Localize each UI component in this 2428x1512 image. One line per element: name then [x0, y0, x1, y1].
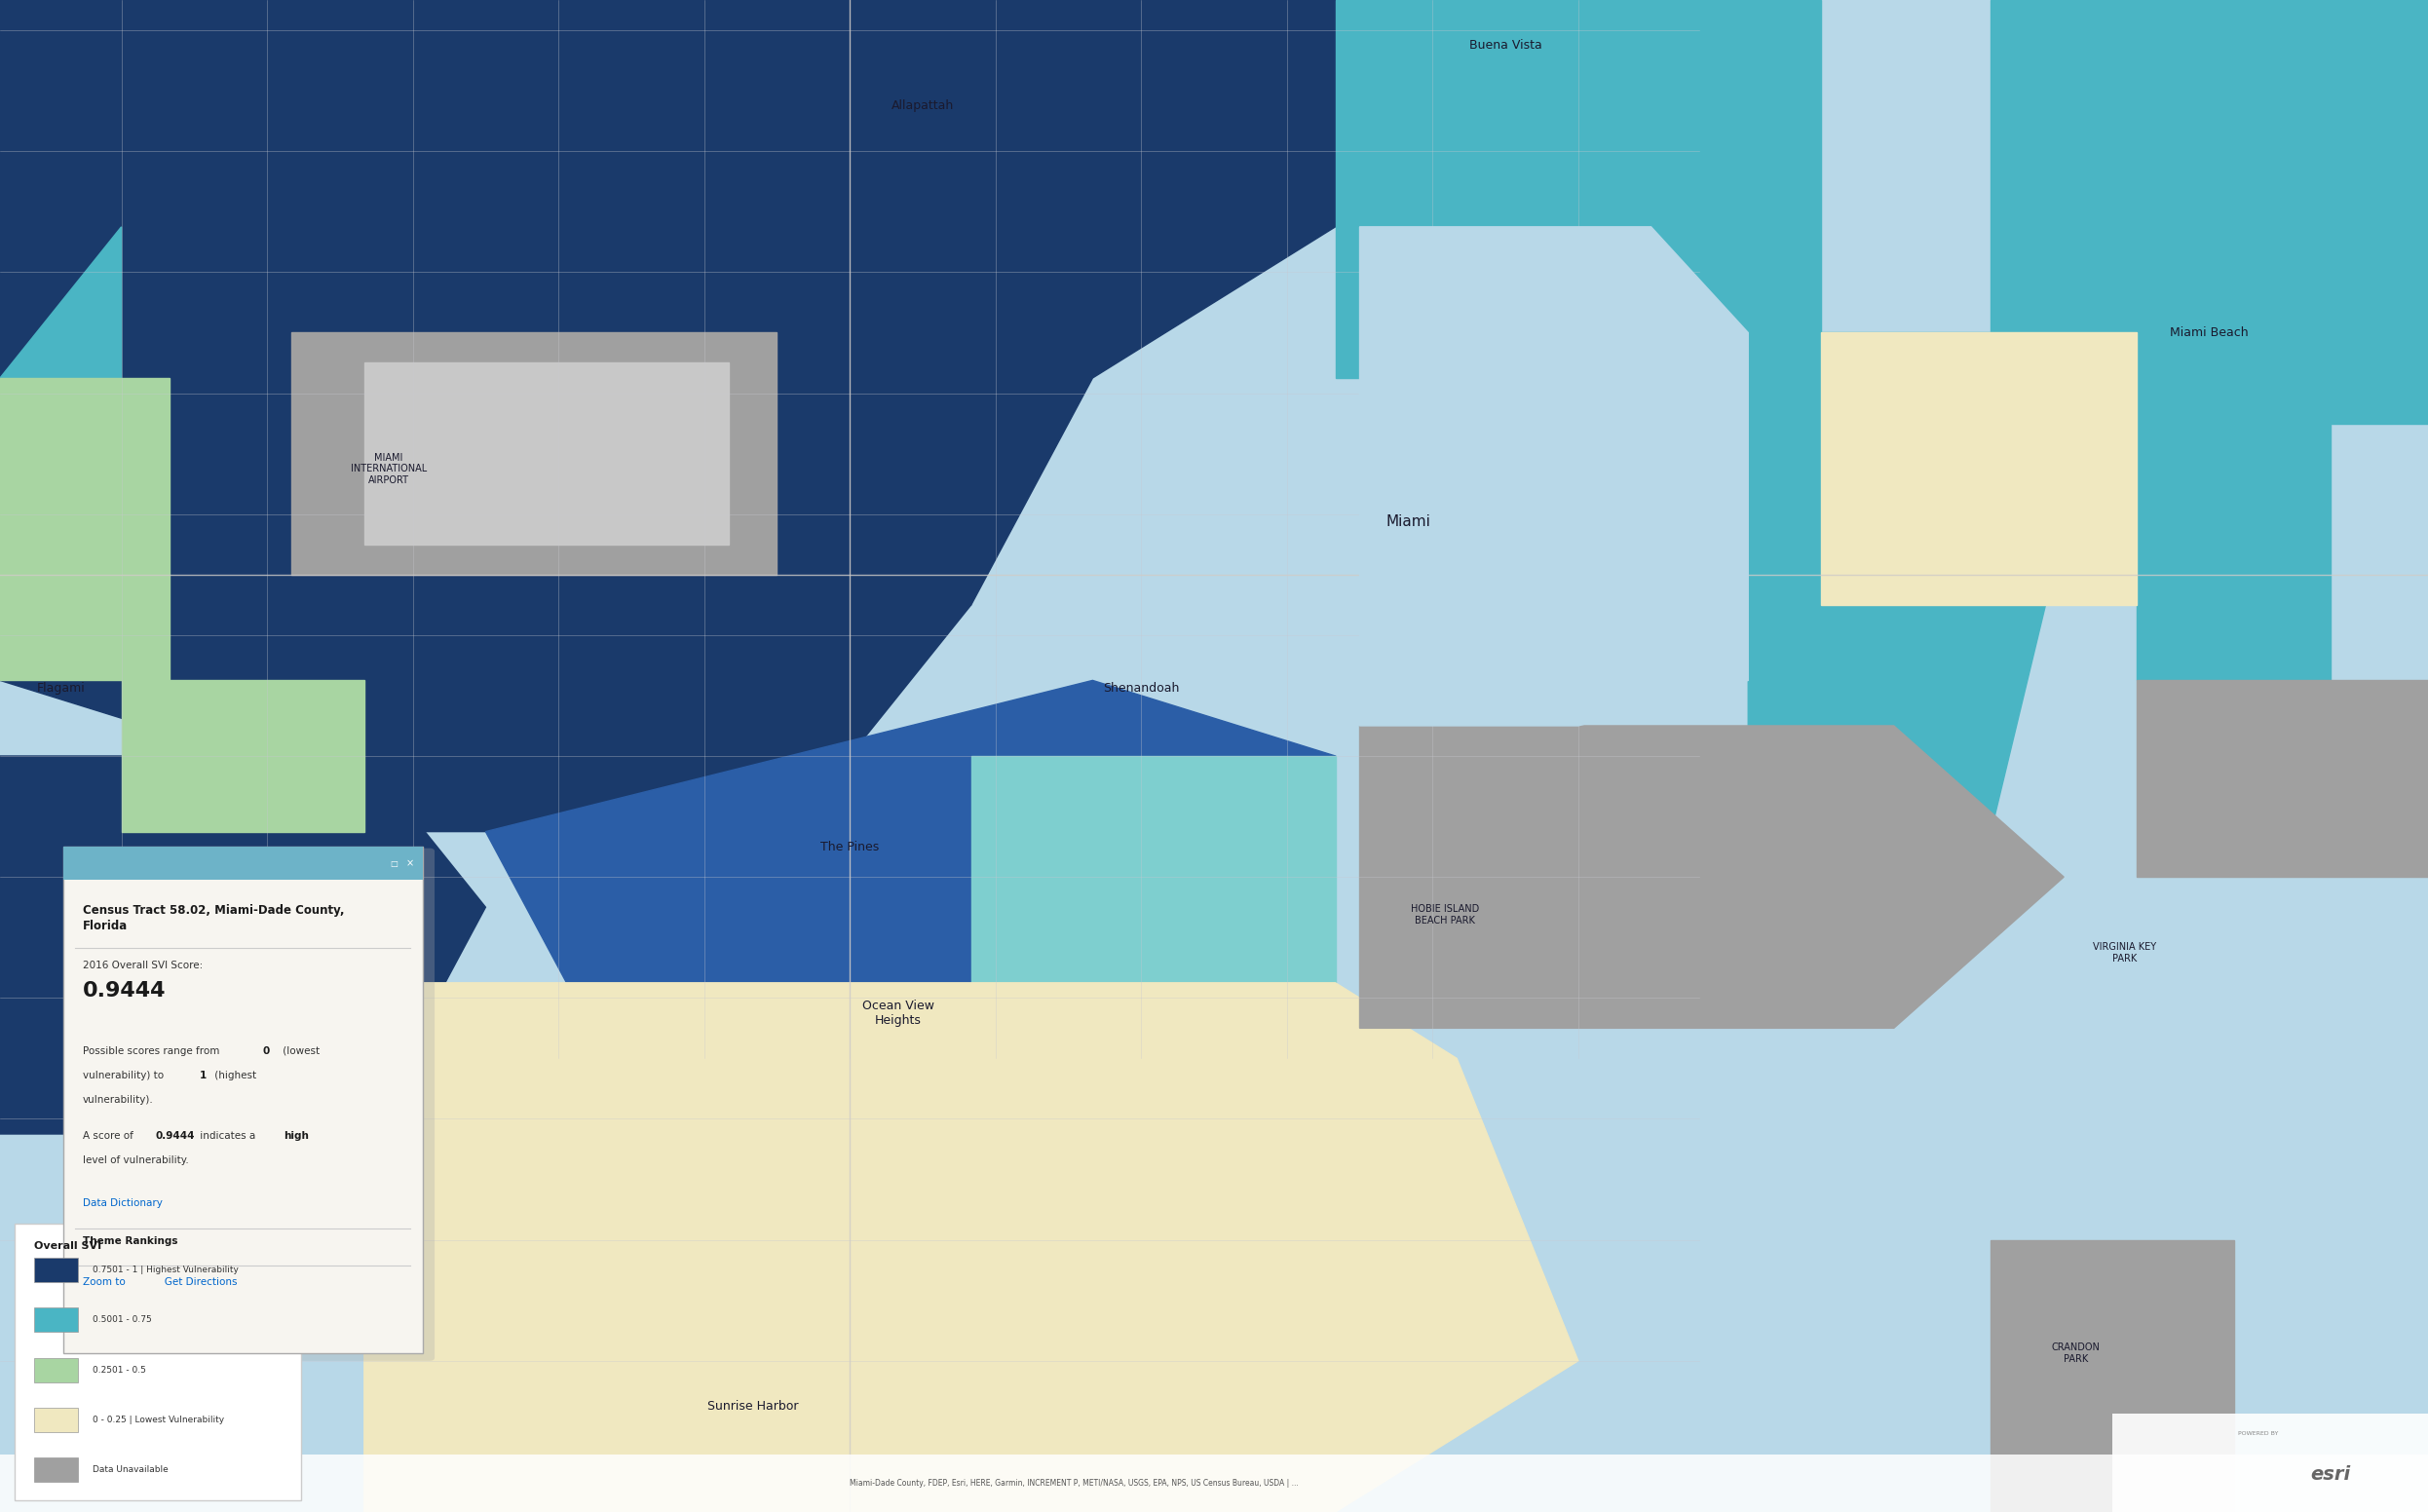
Text: CRANDON
PARK: CRANDON PARK — [2052, 1343, 2100, 1364]
Text: 0.9444: 0.9444 — [155, 1131, 194, 1140]
Bar — [15, 1223, 301, 1500]
Text: vulnerability).: vulnerability). — [83, 1095, 153, 1104]
Polygon shape — [1335, 0, 1821, 378]
Polygon shape — [486, 680, 1335, 1058]
Text: level of vulnerability.: level of vulnerability. — [83, 1155, 189, 1164]
Polygon shape — [0, 227, 121, 378]
Text: 0.2501 - 0.5: 0.2501 - 0.5 — [92, 1365, 146, 1374]
Text: ×: × — [405, 859, 415, 868]
Text: Ocean View
Heights: Ocean View Heights — [862, 999, 935, 1027]
Text: Theme Rankings: Theme Rankings — [83, 1237, 177, 1246]
FancyBboxPatch shape — [63, 847, 422, 1353]
Polygon shape — [1384, 484, 1554, 635]
Text: Allapattah: Allapattah — [891, 100, 954, 112]
Text: Possible scores range from: Possible scores range from — [83, 1046, 223, 1055]
Text: vulnerability) to: vulnerability) to — [83, 1070, 168, 1080]
Polygon shape — [121, 680, 364, 832]
Polygon shape — [0, 378, 170, 680]
Text: (highest: (highest — [211, 1070, 257, 1080]
Text: Sunrise Harbor: Sunrise Harbor — [707, 1400, 799, 1412]
Polygon shape — [1991, 1240, 2234, 1512]
Bar — [34, 1258, 78, 1282]
Text: 0 - 0.25 | Lowest Vulnerability: 0 - 0.25 | Lowest Vulnerability — [92, 1415, 223, 1424]
Text: Buena Vista: Buena Vista — [1469, 39, 1542, 51]
Polygon shape — [364, 529, 971, 832]
Bar — [34, 1458, 78, 1482]
Text: indicates a: indicates a — [197, 1131, 257, 1140]
Text: 0.9444: 0.9444 — [83, 981, 165, 1001]
Text: 2016 Overall SVI Score:: 2016 Overall SVI Score: — [83, 960, 202, 969]
Bar — [2112, 1414, 2428, 1512]
Text: VIRGINIA KEY
PARK: VIRGINIA KEY PARK — [2093, 942, 2156, 963]
Text: Flagami: Flagami — [36, 682, 85, 694]
Polygon shape — [1748, 333, 2064, 832]
Bar — [63, 847, 422, 880]
Text: Data Dictionary: Data Dictionary — [83, 1199, 163, 1208]
Polygon shape — [1360, 227, 1748, 726]
Text: 1: 1 — [199, 1070, 206, 1080]
Polygon shape — [0, 756, 486, 1134]
Text: high: high — [284, 1131, 308, 1140]
Polygon shape — [291, 333, 777, 575]
Text: HOBIE ISLAND
BEACH PARK: HOBIE ISLAND BEACH PARK — [1411, 904, 1479, 925]
Polygon shape — [364, 363, 728, 544]
Polygon shape — [1360, 726, 2064, 1028]
Text: Miami: Miami — [1386, 514, 1430, 529]
Text: Census Tract 58.02, Miami-Dade County,
Florida: Census Tract 58.02, Miami-Dade County, F… — [83, 904, 345, 933]
Polygon shape — [1821, 333, 2137, 605]
Text: (lowest: (lowest — [279, 1046, 320, 1055]
Text: 0: 0 — [262, 1046, 270, 1055]
Bar — [34, 1408, 78, 1432]
Bar — [34, 1358, 78, 1382]
Text: Shenandoah: Shenandoah — [1102, 682, 1180, 694]
Text: esri: esri — [2311, 1465, 2350, 1483]
Text: POWERED BY: POWERED BY — [2239, 1430, 2277, 1436]
Text: Miami Beach: Miami Beach — [2171, 327, 2248, 339]
Text: Miami-Dade County, FDEP, Esri, HERE, Garmin, INCREMENT P, METI/NASA, USGS, EPA, : Miami-Dade County, FDEP, Esri, HERE, Gar… — [850, 1479, 1299, 1488]
Polygon shape — [364, 983, 1578, 1512]
Polygon shape — [0, 0, 1335, 756]
Bar — [34, 1308, 78, 1332]
Text: Overall SVI: Overall SVI — [34, 1241, 102, 1250]
Polygon shape — [971, 756, 1335, 983]
Polygon shape — [2137, 680, 2428, 877]
Text: Get Directions: Get Directions — [155, 1278, 238, 1287]
Text: Data Unavailable: Data Unavailable — [92, 1465, 168, 1474]
Text: Zoom to: Zoom to — [83, 1278, 126, 1287]
Polygon shape — [2137, 423, 2331, 680]
Text: 0.5001 - 0.75: 0.5001 - 0.75 — [92, 1315, 151, 1325]
Text: □: □ — [388, 859, 398, 868]
Text: The Pines: The Pines — [821, 841, 879, 853]
Text: 0.7501 - 1 | Highest Vulnerability: 0.7501 - 1 | Highest Vulnerability — [92, 1266, 238, 1275]
Polygon shape — [1991, 0, 2428, 423]
Bar — [0, 1455, 2428, 1512]
Text: MIAMI
INTERNATIONAL
AIRPORT: MIAMI INTERNATIONAL AIRPORT — [350, 452, 427, 485]
FancyBboxPatch shape — [66, 848, 435, 1361]
Text: A score of: A score of — [83, 1131, 136, 1140]
